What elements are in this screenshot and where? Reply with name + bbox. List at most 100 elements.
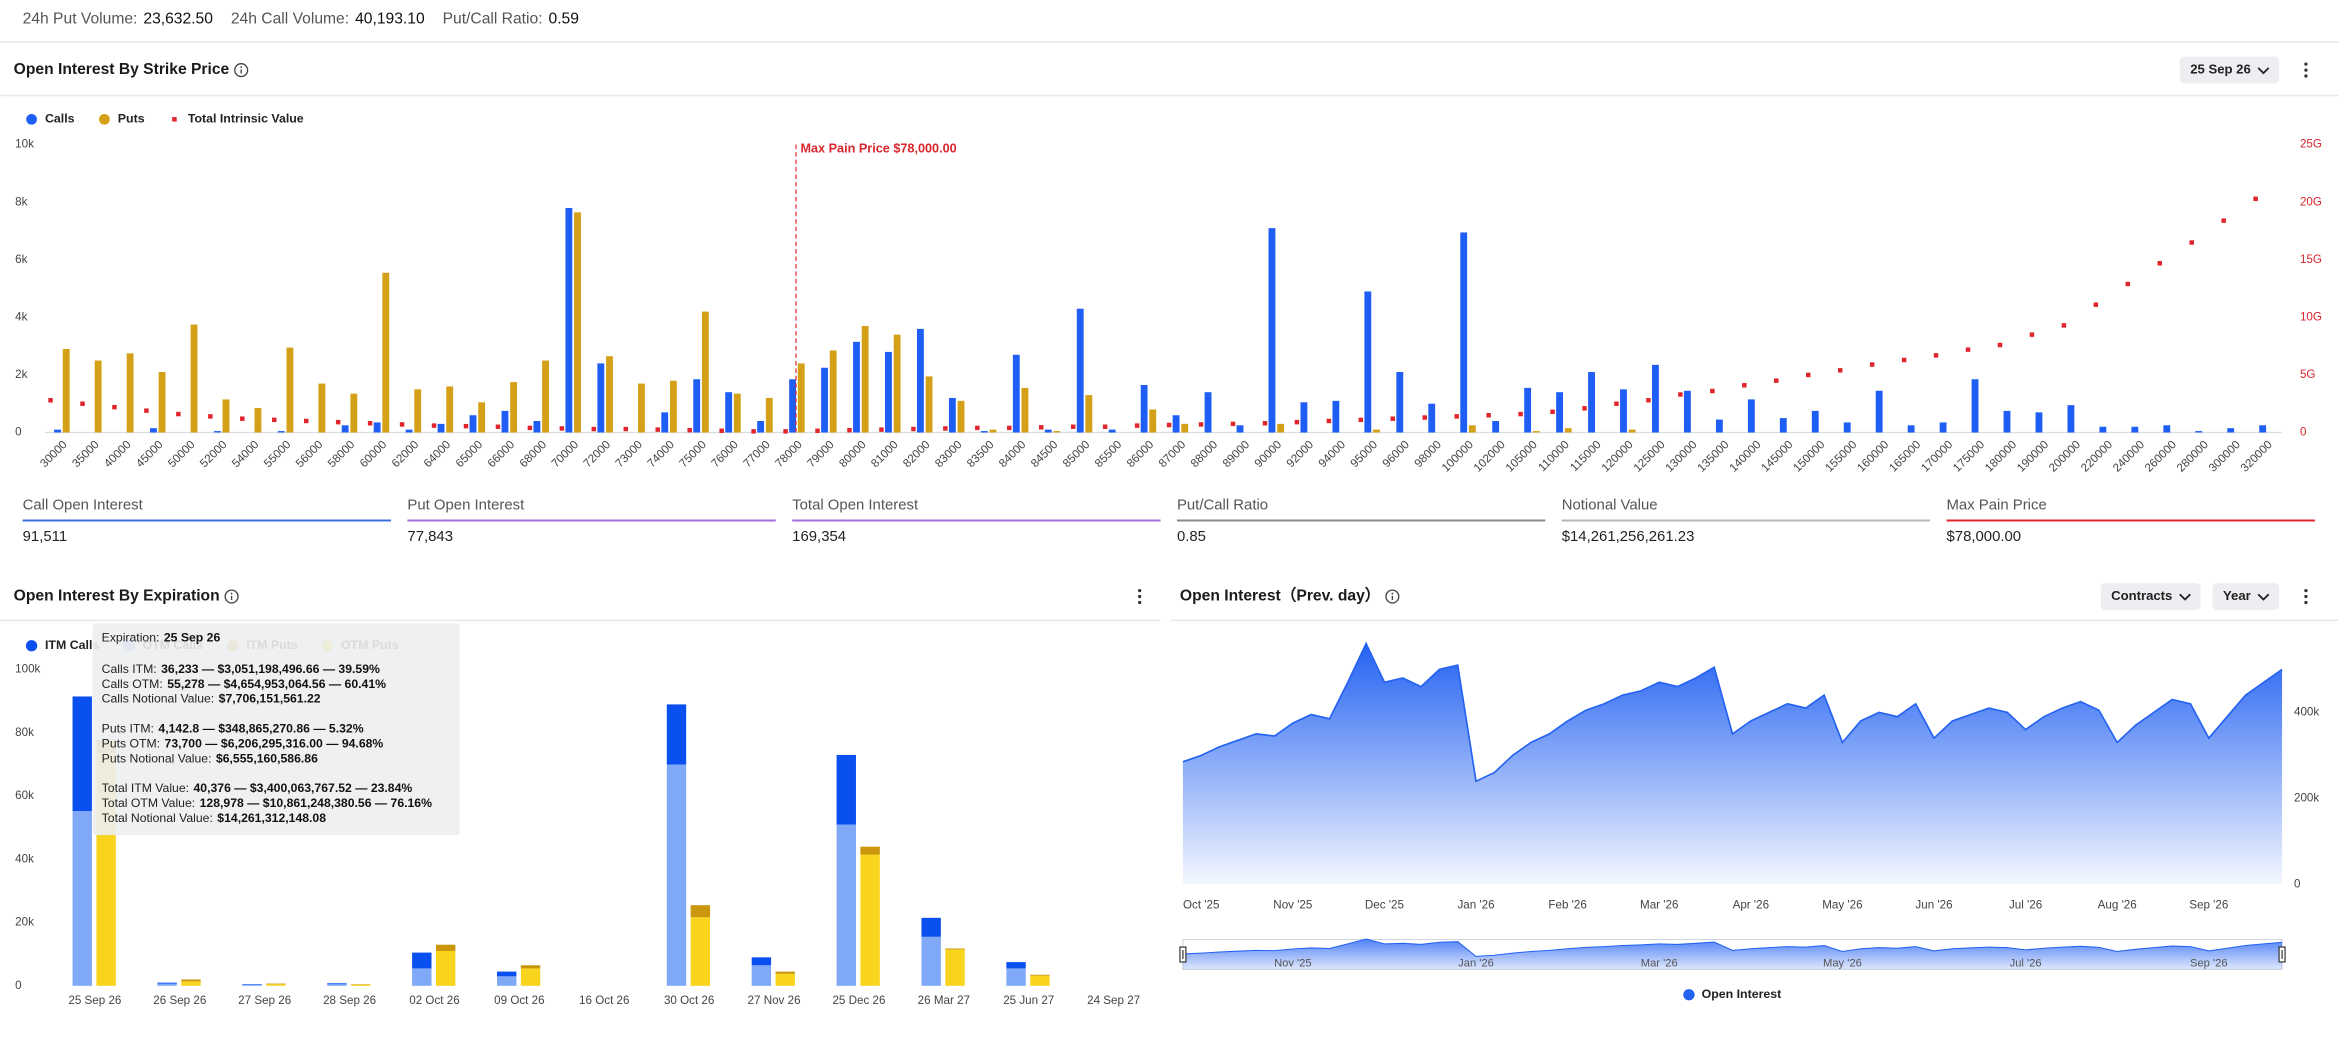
bar bbox=[414, 389, 422, 433]
menu-dot[interactable] bbox=[2304, 594, 2308, 599]
bar bbox=[1715, 419, 1723, 433]
bar bbox=[2195, 431, 2203, 433]
bar bbox=[1268, 228, 1276, 433]
stacked-bar bbox=[181, 979, 201, 982]
intrinsic-point bbox=[1486, 412, 1491, 418]
summary-label: Total Open Interest bbox=[792, 498, 919, 514]
tooltip-value: 36,233 — $3,051,198,496.66 — 39.59% bbox=[161, 662, 380, 676]
bar bbox=[980, 431, 988, 433]
y-tick-label: 40k bbox=[15, 852, 34, 865]
tooltip-value: $7,706,151,561.22 bbox=[219, 692, 321, 706]
bar bbox=[510, 382, 518, 433]
intrinsic-point bbox=[687, 427, 692, 433]
bar bbox=[693, 379, 701, 433]
x-tick-label: May '26 bbox=[1822, 898, 1862, 911]
y2-tick-label: 20G bbox=[2300, 195, 2322, 208]
intrinsic-point bbox=[463, 423, 469, 429]
tooltip-label: Calls Notional Value: bbox=[102, 692, 215, 706]
intrinsic-point bbox=[495, 424, 501, 429]
intrinsic-point bbox=[2157, 261, 2163, 266]
bar bbox=[62, 349, 70, 433]
bar bbox=[2131, 426, 2139, 433]
info-icon[interactable] bbox=[1385, 589, 1400, 604]
intrinsic-point bbox=[1646, 398, 1651, 403]
bar bbox=[1149, 409, 1157, 433]
bar bbox=[533, 420, 541, 433]
x-tick-label: Sep '26 bbox=[2189, 898, 2228, 911]
bar bbox=[405, 429, 413, 433]
dropdown-button[interactable] bbox=[2100, 583, 2201, 610]
bar bbox=[765, 397, 773, 433]
intrinsic-point bbox=[2221, 218, 2226, 223]
stacked-bar bbox=[157, 983, 177, 986]
dropdown-button[interactable] bbox=[2212, 583, 2280, 610]
bar bbox=[1811, 410, 1819, 433]
y-tick-label: 20k bbox=[15, 916, 34, 929]
x-tick-label: 25 Jun 27 bbox=[1003, 994, 1054, 1007]
bar bbox=[1236, 425, 1244, 433]
bar bbox=[213, 431, 221, 433]
intrinsic-point bbox=[751, 429, 756, 434]
bar bbox=[437, 423, 445, 433]
bar bbox=[725, 392, 733, 433]
y-tick-label: 0 bbox=[2294, 877, 2301, 890]
x-tick-label: Aug '26 bbox=[2098, 898, 2137, 911]
stacked-bar bbox=[181, 981, 201, 986]
bar bbox=[574, 212, 581, 433]
info-icon bbox=[230, 592, 233, 595]
chevron bbox=[2257, 593, 2270, 601]
tooltip-label: Puts Notional Value: bbox=[102, 751, 212, 765]
menu-dot[interactable] bbox=[1138, 594, 1142, 599]
dropdown-button[interactable] bbox=[2179, 56, 2280, 84]
menu-dot[interactable] bbox=[2304, 68, 2308, 72]
stacked-bar bbox=[836, 824, 856, 986]
x-tick-label: Nov '25 bbox=[1273, 898, 1312, 911]
bar bbox=[1181, 423, 1189, 433]
bar bbox=[757, 420, 765, 433]
summary-label: Put/Call Ratio bbox=[1177, 498, 1268, 514]
chevron bbox=[2179, 593, 2191, 601]
stacked-bar bbox=[860, 854, 880, 986]
x-tick-label: 26 Mar 27 bbox=[918, 994, 970, 1007]
intrinsic-point bbox=[719, 428, 724, 434]
stacked-bar bbox=[412, 968, 432, 986]
intrinsic-point bbox=[1678, 392, 1683, 397]
bar bbox=[158, 372, 166, 433]
bar bbox=[373, 422, 381, 433]
menu-dot[interactable] bbox=[1138, 588, 1142, 593]
intrinsic-point bbox=[655, 427, 660, 432]
dropdown-label: Year bbox=[2223, 588, 2251, 603]
tooltip bbox=[92, 623, 460, 836]
bar bbox=[1076, 308, 1084, 433]
intrinsic-point bbox=[527, 425, 533, 431]
bar bbox=[606, 356, 613, 433]
bar bbox=[1172, 415, 1180, 433]
x-tick-label: 30 Oct 26 bbox=[664, 994, 714, 1007]
intrinsic-point bbox=[559, 426, 565, 431]
bar bbox=[1907, 425, 1915, 433]
tooltip-value: 40,376 — $3,400,063,767.52 — 23.84% bbox=[194, 781, 413, 795]
intrinsic-point bbox=[2093, 302, 2099, 307]
intrinsic-point bbox=[1901, 357, 1907, 363]
bar bbox=[1396, 372, 1404, 433]
info-icon[interactable] bbox=[224, 589, 239, 604]
x-tick-label: Oct '25 bbox=[1183, 898, 1219, 911]
tooltip-label: Puts ITM: bbox=[102, 722, 154, 736]
bar bbox=[277, 431, 285, 433]
x-tick-label: 28 Sep 26 bbox=[323, 994, 376, 1007]
menu-dot[interactable] bbox=[2304, 62, 2308, 66]
tooltip-value: $6,555,160,586.86 bbox=[216, 751, 318, 765]
intrinsic-point bbox=[847, 427, 852, 433]
menu-dot[interactable] bbox=[2304, 74, 2308, 78]
menu-dot[interactable] bbox=[1138, 600, 1142, 605]
intrinsic-point bbox=[879, 427, 884, 432]
info-icon[interactable] bbox=[234, 63, 249, 78]
summary-label: Notional Value bbox=[1562, 498, 1658, 514]
bar bbox=[2035, 412, 2043, 433]
panel-title: Open Interest By Strike Price bbox=[14, 61, 230, 78]
menu-dot[interactable] bbox=[2304, 588, 2308, 593]
bar bbox=[797, 363, 805, 433]
menu-dot[interactable] bbox=[2304, 600, 2308, 605]
